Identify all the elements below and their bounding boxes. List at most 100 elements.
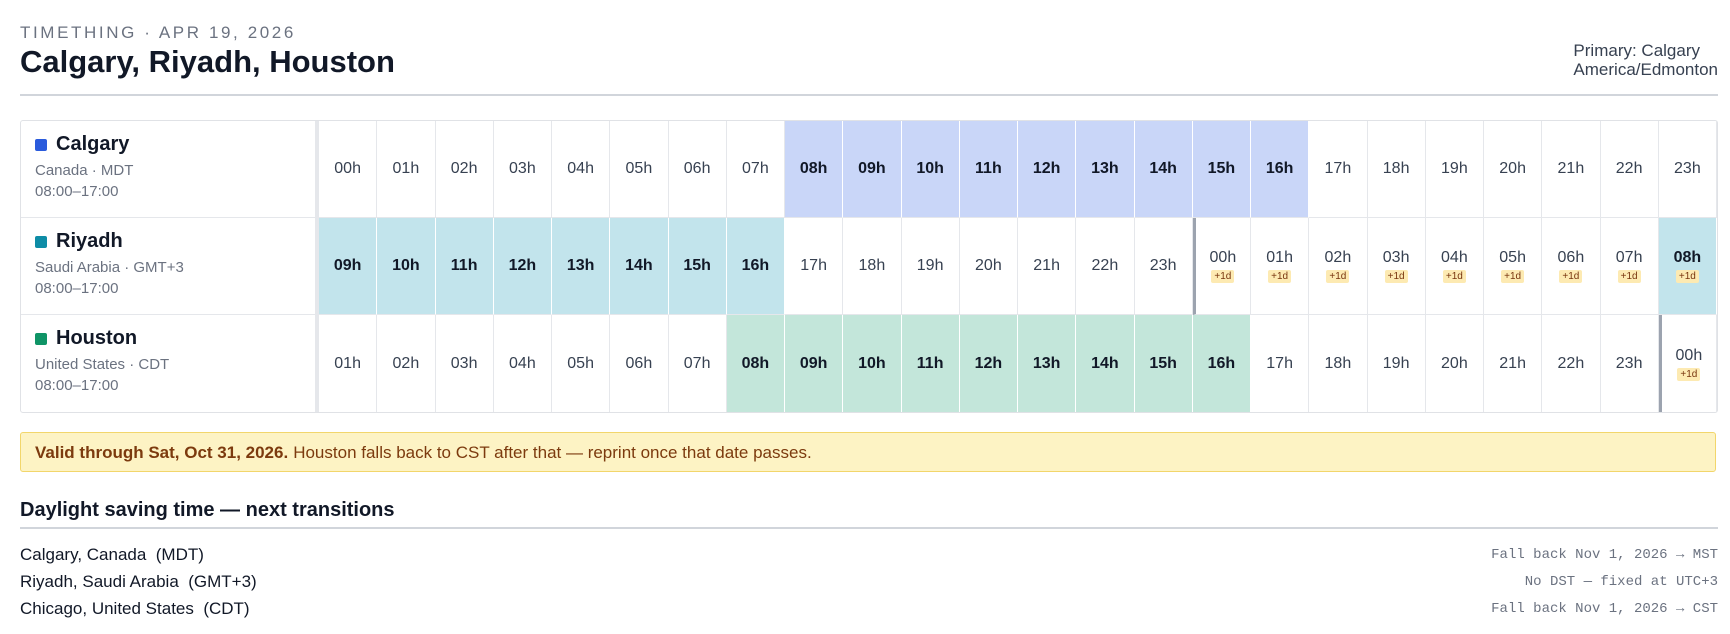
hour-cell: 17h xyxy=(1309,121,1368,218)
hour-cell: 11h xyxy=(959,121,1018,218)
hour-label: 15h xyxy=(1207,160,1236,177)
hour-cell: 19h xyxy=(1368,315,1426,412)
zone-label: Calgary Canada · MDT 08:00–17:00 xyxy=(21,121,319,218)
hour-cell: 21h xyxy=(1542,121,1601,218)
dst-list: Calgary, Canada (MDT) Fall back Nov 1, 20… xyxy=(20,541,1718,622)
dst-status: Fall back Nov 1, 2026 → CST xyxy=(1491,600,1718,617)
hour-cell: 23h xyxy=(1601,315,1659,412)
next-day-badge: +1d xyxy=(1211,270,1235,283)
hour-cell: 09h xyxy=(785,315,844,412)
dst-row: Calgary, Canada (MDT) Fall back Nov 1, 20… xyxy=(20,541,1718,568)
divider xyxy=(20,94,1718,96)
section-title: Daylight saving time — next transitions xyxy=(20,499,395,521)
hour-cell: 11h xyxy=(901,315,960,412)
hour-label: 19h xyxy=(1441,160,1468,177)
hour-cell: 08h +1d xyxy=(1658,218,1717,315)
hour-label: 16h xyxy=(741,257,770,274)
next-day-badge: +1d xyxy=(1442,270,1466,283)
hour-label: 14h xyxy=(1091,354,1119,372)
hour-cell: 04h +1d xyxy=(1425,218,1484,315)
hour-cell: 22h xyxy=(1542,315,1601,412)
hour-label: 07h xyxy=(683,354,711,372)
zone-label: Riyadh Saudi Arabia · GMT+3 08:00–17:00 xyxy=(21,218,319,315)
zone-name: Houston xyxy=(56,327,138,349)
hour-cell: 17h xyxy=(785,218,844,315)
hour-cell: 05h +1d xyxy=(1484,218,1543,315)
hour-label: 17h xyxy=(1266,354,1293,372)
hour-cell: 07h +1d xyxy=(1600,218,1659,315)
hour-cell: 16h xyxy=(726,218,785,315)
hour-cell: 08h xyxy=(785,121,844,218)
hour-cell: 17h xyxy=(1251,315,1310,412)
hour-label: 17h xyxy=(800,257,827,274)
hour-label: 11h xyxy=(916,354,944,372)
hour-label: 07h xyxy=(1615,249,1643,266)
hour-cell: 15h xyxy=(668,218,727,315)
hour-label: 02h xyxy=(392,354,420,372)
hour-cell: 14h xyxy=(1134,121,1193,218)
hour-cell: 02h xyxy=(435,121,494,218)
next-day-badge: +1d xyxy=(1617,270,1641,283)
hour-cell: 12h xyxy=(493,218,552,315)
zone-hours: 08:00–17:00 xyxy=(35,183,119,200)
hour-label: 23h xyxy=(1149,257,1177,274)
hour-cell: 10h xyxy=(901,121,960,218)
time-grid: Calgary Canada · MDT 08:00–17:00 00h 01h 02h 0… xyxy=(20,120,1718,413)
hour-cell: 03h xyxy=(493,121,552,218)
hour-cell: 09h xyxy=(319,218,378,315)
hour-cell: 23h xyxy=(1134,218,1193,315)
hour-label: 22h xyxy=(1091,257,1119,274)
dst-place: Riyadh, Saudi Arabia (GMT+3) xyxy=(20,571,257,591)
zone-swatch xyxy=(35,138,47,151)
zone-region: Saudi Arabia · GMT+3 xyxy=(35,259,184,276)
zone-swatch xyxy=(35,332,47,345)
hour-label: 06h xyxy=(625,354,653,372)
hour-label: 04h xyxy=(509,354,536,372)
hour-label: 12h xyxy=(1032,160,1061,177)
hour-label: 08h xyxy=(1673,249,1702,266)
hour-label: 09h xyxy=(333,257,362,274)
page-title: Calgary, Riyadh, Houston xyxy=(20,44,395,79)
next-day-badge: +1d xyxy=(1559,270,1583,283)
hour-cell: 06h xyxy=(668,121,727,218)
hour-label: 00h xyxy=(1675,346,1703,364)
hour-cell: 21h xyxy=(1484,315,1543,412)
hour-label: 01h xyxy=(334,354,361,372)
hour-cell: 08h xyxy=(726,315,785,412)
hour-cell: 14h xyxy=(610,218,669,315)
hour-cell: 09h xyxy=(843,121,902,218)
hour-label: 13h xyxy=(1091,160,1119,177)
hour-cell: 22h xyxy=(1076,218,1135,315)
hour-label: 06h xyxy=(1557,249,1585,266)
dst-status: No DST — fixed at UTC+3 xyxy=(1524,573,1718,590)
hour-cell: 12h xyxy=(1018,121,1077,218)
hour-label: 18h xyxy=(1324,354,1352,372)
hour-label: 21h xyxy=(1033,257,1060,274)
hour-label: 16h xyxy=(1207,354,1236,372)
dst-row: Riyadh, Saudi Arabia (GMT+3) No DST — fix… xyxy=(20,568,1718,595)
notice-text: Houston falls back to CST after that — r… xyxy=(293,443,812,462)
hour-cell: 01h +1d xyxy=(1251,218,1310,315)
zone-region: Canada · MDT xyxy=(35,162,134,179)
next-day-badge: +1d xyxy=(1501,270,1525,283)
hour-cell: 20h xyxy=(959,218,1018,315)
divider xyxy=(20,527,1718,529)
hour-cell: 04h xyxy=(552,121,611,218)
hour-label: 10h xyxy=(392,257,420,274)
hour-cell: 19h xyxy=(1425,121,1484,218)
hour-label: 08h xyxy=(741,354,770,372)
hour-cell: 06h +1d xyxy=(1542,218,1601,315)
hour-label: 08h xyxy=(799,160,828,177)
hour-cell: 16h xyxy=(1251,121,1310,218)
hour-cell: 07h xyxy=(726,121,785,218)
hour-label: 22h xyxy=(1557,354,1585,372)
hour-cell: 07h xyxy=(669,315,727,412)
hour-label: 10h xyxy=(916,160,944,177)
hour-cell: 10h xyxy=(843,315,902,412)
hour-cell: 03h xyxy=(436,315,494,412)
hour-cell: 01h xyxy=(377,121,436,218)
hour-label: 23h xyxy=(1615,354,1643,372)
hour-label: 13h xyxy=(1032,354,1061,372)
hour-label: 14h xyxy=(1149,160,1177,177)
notice-bold: Valid through Sat, Oct 31, 2026. xyxy=(35,443,289,462)
